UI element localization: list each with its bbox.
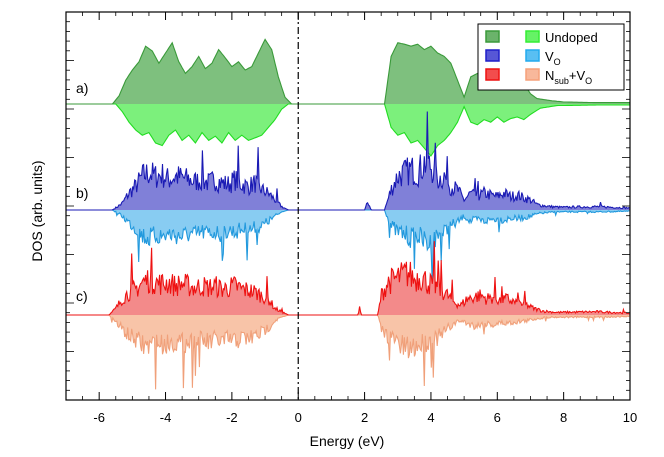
x-tick-label: 6 [494, 410, 501, 425]
spin-down-area [66, 104, 630, 156]
legend-label: Nsub+VO [545, 68, 592, 86]
x-tick-label: 0 [295, 410, 302, 425]
legend-label: Undoped [545, 30, 598, 45]
x-tick-label: -4 [160, 410, 172, 425]
x-tick-label: -6 [93, 410, 105, 425]
y-axis-label: DOS (arb. units) [29, 160, 45, 261]
x-tick-label: 4 [427, 410, 434, 425]
dos-panels [66, 38, 630, 390]
legend-swatch-spin-down [525, 30, 540, 43]
x-tick-label: 10 [623, 410, 637, 425]
spin-up-line [66, 38, 630, 105]
legend-swatch-spin-up [485, 49, 500, 62]
legend-box [477, 23, 625, 91]
spin-up-line [66, 111, 630, 211]
x-axis-label: Energy (eV) [310, 433, 385, 449]
legend-swatch-spin-up [485, 68, 500, 81]
spin-down-area [66, 315, 630, 390]
dos-panel-3 [66, 241, 630, 390]
x-axis-ticks: -6 -4 -2 0 2 4 6 8 10 [65, 12, 637, 425]
x-tick-label: -2 [226, 410, 238, 425]
legend-swatch-spin-down [525, 68, 540, 81]
panel-labels: a) b) c) [76, 80, 88, 304]
legend-label: VO [545, 49, 561, 67]
x-tick-label: 8 [560, 410, 567, 425]
spin-up-line [66, 241, 630, 316]
panel-label: b) [76, 185, 88, 201]
x-tick-label: 2 [361, 410, 368, 425]
y-axis-ticks [66, 11, 630, 401]
dos-panel-2 [66, 111, 630, 287]
legend-swatch-spin-up [485, 30, 500, 43]
legend-swatch-spin-down [525, 49, 540, 62]
panel-label: a) [76, 80, 88, 96]
spin-up-area [66, 241, 630, 315]
panel-label: c) [76, 288, 88, 304]
